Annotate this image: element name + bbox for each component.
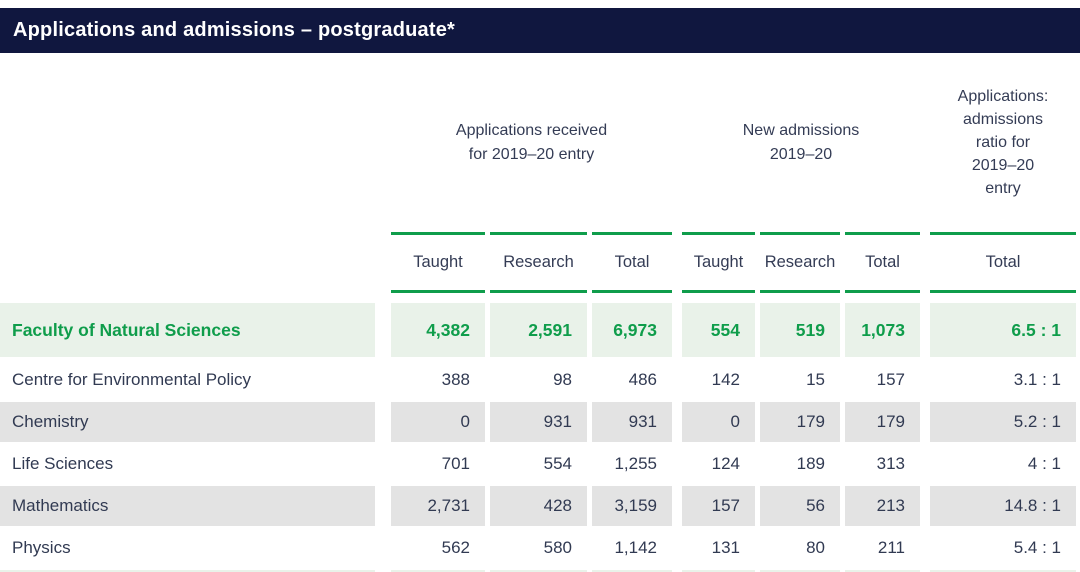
title-bar: Applications and admissions – postgradua…: [0, 8, 1080, 53]
cell-adm-total: 1,073: [845, 303, 920, 357]
cell-adm-taught: 0: [682, 402, 755, 442]
cell-apps-research: 428: [490, 486, 587, 526]
cell-adm-research: 56: [760, 486, 840, 526]
table-row-mathematics: Mathematics 2,731 428 3,159 157 56 213 1…: [0, 486, 1080, 526]
cell-ratio-total: 5.4 : 1: [930, 528, 1076, 568]
column-header-apps-total: Total: [592, 232, 672, 293]
group-header-ratio: Applications: admissions ratio for 2019–…: [930, 85, 1076, 201]
cell-ratio-total: 6.5 : 1: [930, 303, 1076, 357]
cell-adm-taught: 142: [682, 360, 755, 400]
cell-adm-total: 179: [845, 402, 920, 442]
table-row-centre-for-environmental-policy: Centre for Environmental Policy 388 98 4…: [0, 360, 1080, 400]
cell-adm-research: 179: [760, 402, 840, 442]
cell-apps-total: 486: [592, 360, 672, 400]
table-row-physics: Physics 562 580 1,142 131 80 211 5.4 : 1: [0, 528, 1080, 568]
row-label: Life Sciences: [0, 444, 375, 484]
column-header-apps-taught: Taught: [391, 232, 485, 293]
group-header-new-admissions: New admissions 2019–20: [682, 119, 920, 165]
cell-ratio-total: 3.1 : 1: [930, 360, 1076, 400]
cell-apps-total: 3,159: [592, 486, 672, 526]
row-label: Centre for Environmental Policy: [0, 360, 375, 400]
cell-adm-total: 313: [845, 444, 920, 484]
column-header-adm-research: Research: [760, 232, 840, 293]
row-label: Mathematics: [0, 486, 375, 526]
column-header-adm-taught: Taught: [682, 232, 755, 293]
cell-apps-total: 1,255: [592, 444, 672, 484]
cell-apps-research: 580: [490, 528, 587, 568]
report-page: { "title": "Applications and admissions …: [0, 8, 1080, 572]
cell-apps-total: 6,973: [592, 303, 672, 357]
cell-ratio-total: 4 : 1: [930, 444, 1076, 484]
cell-apps-research: 98: [490, 360, 587, 400]
cell-adm-research: 80: [760, 528, 840, 568]
cell-adm-taught: 554: [682, 303, 755, 357]
cell-apps-research: 2,591: [490, 303, 587, 357]
cell-adm-total: 213: [845, 486, 920, 526]
column-header-apps-research: Research: [490, 232, 587, 293]
cell-ratio-total: 14.8 : 1: [930, 486, 1076, 526]
cell-apps-research: 554: [490, 444, 587, 484]
table-row-chemistry: Chemistry 0 931 931 0 179 179 5.2 : 1: [0, 402, 1080, 442]
table-row-life-sciences: Life Sciences 701 554 1,255 124 189 313 …: [0, 444, 1080, 484]
cell-apps-research: 931: [490, 402, 587, 442]
cell-adm-taught: 131: [682, 528, 755, 568]
row-label: Chemistry: [0, 402, 375, 442]
row-label: Faculty of Natural Sciences: [0, 303, 375, 357]
cell-apps-taught: 0: [391, 402, 485, 442]
cell-adm-research: 15: [760, 360, 840, 400]
cell-apps-taught: 388: [391, 360, 485, 400]
column-header-adm-total: Total: [845, 232, 920, 293]
cell-adm-total: 211: [845, 528, 920, 568]
cell-apps-taught: 2,731: [391, 486, 485, 526]
column-group-header: Applications received for 2019–20 entry …: [0, 53, 1080, 232]
cell-adm-total: 157: [845, 360, 920, 400]
cell-ratio-total: 5.2 : 1: [930, 402, 1076, 442]
cell-adm-taught: 157: [682, 486, 755, 526]
header-spacer: [0, 293, 1080, 303]
cell-apps-taught: 4,382: [391, 303, 485, 357]
cell-adm-research: 189: [760, 444, 840, 484]
cell-apps-taught: 701: [391, 444, 485, 484]
page-title: Applications and admissions – postgradua…: [13, 19, 455, 42]
column-header-ratio-total: Total: [930, 232, 1076, 293]
cell-adm-taught: 124: [682, 444, 755, 484]
cell-adm-research: 519: [760, 303, 840, 357]
cell-apps-total: 1,142: [592, 528, 672, 568]
cell-apps-taught: 562: [391, 528, 485, 568]
cell-apps-total: 931: [592, 402, 672, 442]
group-header-applications-received: Applications received for 2019–20 entry: [391, 119, 672, 165]
column-subheader-row: Taught Research Total Taught Research To…: [0, 232, 1080, 293]
table-row-faculty-of-natural-sciences: Faculty of Natural Sciences 4,382 2,591 …: [0, 303, 1080, 357]
row-label: Physics: [0, 528, 375, 568]
